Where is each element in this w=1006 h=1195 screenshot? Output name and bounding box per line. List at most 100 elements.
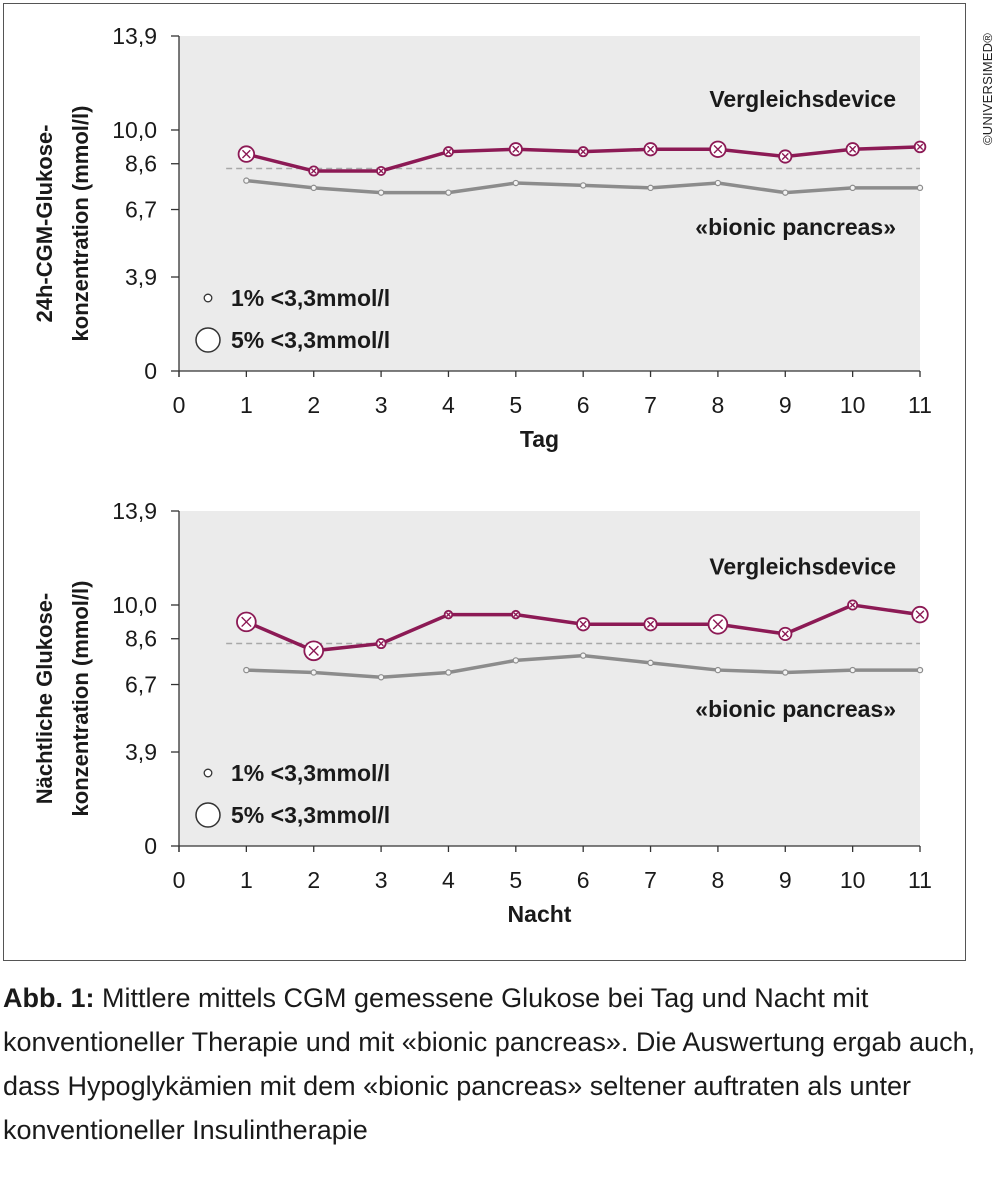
legend-marker-large (195, 327, 221, 353)
x-tick-label: 0 (173, 392, 186, 418)
data-point-cross (646, 145, 655, 153)
plot-area (179, 511, 920, 846)
data-point-bionic (310, 184, 317, 192)
data-point-bionic (512, 657, 520, 664)
y-tick-label: 6,7 (125, 672, 157, 698)
series-label-bionic: «bionic pancreas» (695, 696, 896, 722)
charts-canvas: 13,910,08,66,73,900 1 2 3 4 5 6 7 8 9 10 11Tag24h-C… (32, 23, 932, 927)
figure-caption: Abb. 1: Mittlere mittels CGM gemessene G… (3, 976, 998, 1152)
data-point-bionic (377, 189, 385, 196)
data-point-bionic (714, 179, 722, 187)
series-label-vergleich: Vergleichsdevice (709, 86, 896, 112)
legend-marker-small (203, 293, 213, 303)
y-tick-label: 3,9 (125, 739, 157, 765)
data-point-bionic (377, 674, 385, 681)
y-tick-label: 13,9 (112, 498, 157, 524)
data-point-bionic (916, 666, 924, 674)
y-axis-label: konzentration (mmol/l) (68, 106, 93, 342)
y-tick-label: 10,0 (112, 592, 157, 618)
chart-nacht: 13,9 10,0 8,6 6,7 3,9 00 1 2 3 4 5 6 7 8 9 10 11 Nacht Näc… (32, 498, 932, 927)
data-point-cross (916, 143, 924, 151)
legend-marker-small (203, 768, 213, 778)
data-point-cross (513, 612, 519, 618)
y-tick-label: 3,9 (125, 264, 157, 290)
legend-marker-large (195, 802, 221, 828)
data-point-cross (713, 144, 723, 154)
y-tick-label: 6,7 (125, 197, 157, 223)
data-point-bionic (243, 177, 250, 184)
data-point-bionic (714, 666, 722, 674)
data-point-bionic (647, 659, 654, 667)
data-point-bionic (579, 182, 587, 189)
data-point-bionic (916, 184, 924, 192)
plot-area (179, 36, 920, 371)
data-point-bionic (782, 669, 789, 676)
x-tick-label: 10 (840, 392, 866, 418)
data-point-cross (781, 152, 789, 161)
data-point-bionic (849, 666, 856, 674)
x-tick-label: 1 (240, 392, 253, 418)
y-tick-label: 0 (144, 358, 157, 384)
data-point-bionic (647, 184, 654, 192)
series-label-bionic: «bionic pancreas» (695, 214, 896, 240)
data-point-bionic (243, 666, 250, 674)
x-tick-label: 6 (577, 867, 590, 893)
x-tick-label: 8 (712, 392, 725, 418)
data-point-cross (781, 630, 789, 638)
data-point-cross (308, 645, 319, 656)
x-tick-label: 6 (577, 392, 590, 418)
data-point-bionic (512, 179, 520, 187)
data-point-cross (241, 149, 251, 159)
x-tick-label: 8 (712, 867, 725, 893)
copyright-notice: ©UNIVERSIMED® (980, 10, 1004, 150)
data-point-bionic (310, 669, 317, 676)
y-tick-label: 10,0 (112, 117, 157, 143)
x-axis-label: Tag (520, 426, 559, 452)
data-point-cross (915, 610, 925, 620)
series-label-vergleich: Vergleichsdevice (709, 554, 896, 580)
y-axis-label: 24h-CGM-Glukose- (32, 124, 57, 322)
x-tick-label: 1 (240, 867, 253, 893)
caption-text: Mittlere mittels CGM gemessene Glukose b… (3, 983, 976, 1145)
chart-tag: 13,9 10,0 8,6 6,7 3,9 00 1 2 3 4 5 6 7 8 9 10 11 Tag 24h-C… (32, 23, 932, 452)
y-axis-label: Nächtliche Glukose- (32, 593, 57, 805)
x-tick-label: 10 (840, 867, 866, 893)
legend-label-5pct: 5% <3,3mmol/l (231, 327, 390, 353)
x-tick-label: 2 (307, 867, 320, 893)
data-point-cross (580, 148, 586, 155)
x-tick-label: 3 (375, 867, 388, 893)
data-point-bionic (445, 189, 452, 196)
x-tick-label: 11 (908, 392, 932, 418)
y-axis-label: konzentration (mmol/l) (68, 581, 93, 817)
copyright-text: ©UNIVERSIMED® (980, 32, 995, 145)
x-tick-label: 5 (509, 392, 522, 418)
y-tick-label: 8,6 (125, 151, 157, 177)
y-tick-label: 8,6 (125, 626, 157, 652)
data-point-cross (579, 620, 587, 628)
x-tick-label: 0 (173, 867, 186, 893)
legend-label-1pct: 1% <3,3mmol/l (231, 760, 390, 786)
legend-label-1pct: 1% <3,3mmol/l (231, 285, 390, 311)
data-point-cross (241, 616, 252, 628)
data-point-cross (712, 619, 724, 630)
data-point-cross (646, 620, 655, 628)
legend-label-5pct: 5% <3,3mmol/l (231, 802, 390, 828)
data-point-cross (849, 145, 857, 153)
data-point-cross (446, 612, 451, 618)
x-tick-label: 7 (644, 867, 657, 893)
x-tick-label: 3 (375, 392, 388, 418)
x-tick-label: 5 (509, 867, 522, 893)
data-point-cross (378, 168, 384, 174)
x-tick-label: 2 (307, 392, 320, 418)
x-tick-label: 4 (442, 392, 455, 418)
data-point-bionic (579, 652, 587, 659)
figure-frame (3, 3, 966, 961)
data-point-cross (310, 168, 317, 174)
x-tick-label: 11 (908, 867, 932, 893)
x-tick-label: 7 (644, 392, 657, 418)
data-point-bionic (849, 184, 856, 192)
data-point-bionic (782, 189, 789, 196)
y-tick-label: 13,9 (112, 23, 157, 49)
data-point-cross (445, 148, 452, 155)
y-tick-label: 0 (144, 833, 157, 859)
